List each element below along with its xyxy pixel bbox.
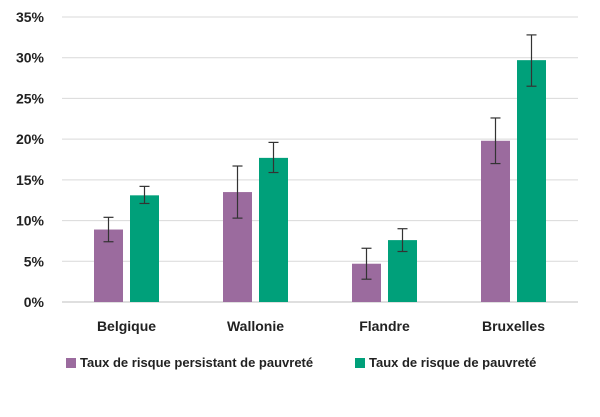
x-category-label: Belgique (97, 318, 156, 334)
y-tick-label: 15% (16, 172, 45, 188)
y-tick-label: 20% (16, 131, 45, 147)
y-tick-label: 25% (16, 90, 45, 106)
x-axis-categories: Belgique Wallonie Flandre Bruxelles (97, 318, 545, 334)
legend-label: Taux de risque de pauvreté (369, 355, 536, 370)
y-tick-label: 0% (24, 294, 45, 310)
y-axis-ticks: 0% 5% 10% 15% 20% 25% 30% 35% (16, 9, 45, 310)
bar (130, 195, 159, 302)
y-tick-label: 10% (16, 213, 45, 229)
y-tick-label: 30% (16, 50, 45, 66)
x-category-label: Wallonie (227, 318, 284, 334)
y-tick-label: 35% (16, 9, 45, 25)
legend-label: Taux de risque persistant de pauvreté (80, 355, 313, 370)
bars (94, 60, 546, 303)
legend-swatch (355, 358, 365, 368)
legend-swatch (66, 358, 76, 368)
y-tick-label: 5% (24, 253, 45, 269)
bar (481, 140, 510, 302)
x-category-label: Flandre (359, 318, 410, 334)
legend: Taux de risque persistant de pauvreté Tau… (66, 355, 536, 370)
bar (517, 60, 546, 303)
bar (259, 157, 288, 302)
x-category-label: Bruxelles (482, 318, 545, 334)
error-bars (103, 34, 537, 280)
